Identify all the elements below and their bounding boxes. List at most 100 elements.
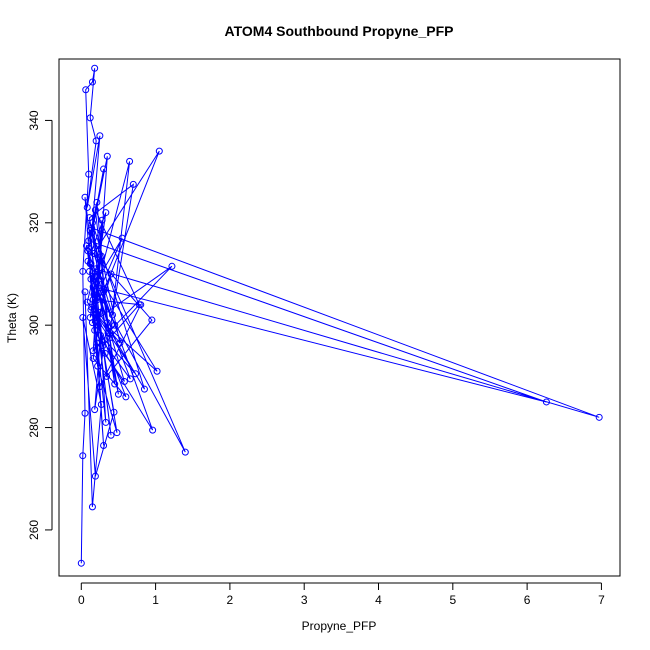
data-point (88, 503, 96, 511)
data-point (89, 296, 97, 304)
data-point (94, 362, 102, 370)
data-point (149, 426, 157, 434)
data-point (88, 303, 96, 311)
data-point (91, 265, 99, 273)
data-point (107, 431, 115, 439)
x-tick-label: 7 (598, 593, 605, 607)
data-point (100, 165, 108, 173)
data-point (97, 293, 105, 301)
data-point (126, 375, 134, 383)
data-point (81, 409, 89, 417)
data-point (79, 267, 87, 275)
data-point (111, 380, 119, 388)
data-point (104, 329, 112, 337)
x-tick-label: 3 (301, 593, 308, 607)
data-point (81, 193, 89, 201)
data-point (118, 234, 126, 242)
data-point (86, 260, 94, 268)
data-point (97, 252, 105, 260)
y-tick-label: 340 (27, 110, 41, 130)
data-point (91, 406, 99, 414)
data-point (137, 301, 145, 309)
data-point (87, 275, 95, 283)
data-point (122, 393, 130, 401)
data-point (89, 347, 97, 355)
data-point (96, 383, 104, 391)
data-point (88, 319, 96, 327)
data-point (107, 270, 115, 278)
data-point (100, 285, 108, 293)
x-tick-label: 4 (375, 593, 382, 607)
data-point (89, 283, 97, 291)
data-point (86, 226, 94, 234)
y-tick-label: 320 (27, 212, 41, 232)
data-point (168, 262, 176, 270)
data-point (93, 339, 101, 347)
chart-title: ATOM4 Southbound Propyne_PFP (225, 23, 454, 39)
x-tick-label: 6 (524, 593, 531, 607)
data-point (90, 250, 98, 258)
data-point (88, 78, 96, 86)
data-point (98, 216, 106, 224)
data-point (85, 170, 93, 178)
data-point (114, 390, 122, 398)
x-axis: 0 1 2 3 4 5 6 7 (78, 582, 605, 607)
data-point (153, 367, 161, 375)
data-point (155, 147, 163, 155)
series-layer (77, 64, 603, 567)
y-tick-label: 300 (27, 315, 41, 335)
data-point (595, 413, 603, 421)
x-axis-label: Propyne_PFP (302, 619, 377, 633)
y-tick-label: 280 (27, 417, 41, 437)
x-tick-label: 1 (152, 593, 159, 607)
data-point (82, 86, 90, 94)
data-point (89, 354, 97, 362)
data-point (116, 339, 124, 347)
data-point (82, 242, 90, 250)
y-axis: 260 280 300 320 340 (27, 110, 53, 540)
data-point (90, 290, 98, 298)
data-point (93, 198, 101, 206)
y-tick-label: 260 (27, 520, 41, 540)
data-point (96, 132, 104, 140)
data-point (92, 314, 100, 321)
data-point (148, 316, 156, 324)
data-point (97, 401, 105, 409)
data-point (110, 408, 118, 416)
data-point (100, 441, 108, 449)
x-tick-label: 5 (449, 593, 456, 607)
y-axis-label: Theta (K) (5, 293, 19, 343)
x-tick-label: 2 (227, 593, 234, 607)
data-point (103, 319, 111, 327)
data-point (181, 448, 189, 456)
data-point (77, 559, 85, 567)
data-point (105, 324, 113, 332)
data-point (83, 298, 91, 306)
data-point (85, 214, 93, 222)
data-point (111, 321, 119, 329)
data-point (106, 334, 114, 342)
series-line (80, 68, 600, 564)
data-point (86, 114, 94, 122)
data-point (542, 398, 550, 406)
data-point (95, 308, 103, 316)
data-point (84, 247, 92, 255)
data-point (91, 206, 99, 214)
data-point (97, 331, 105, 339)
data-point (81, 288, 89, 296)
data-point (102, 418, 110, 426)
x-tick-label: 0 (78, 593, 85, 607)
data-point (129, 180, 137, 188)
data-point (91, 64, 99, 72)
data-point (91, 326, 99, 334)
data-point (79, 314, 87, 321)
data-point (103, 152, 111, 160)
data-point (83, 203, 91, 211)
data-point (120, 377, 128, 385)
data-point (113, 429, 121, 437)
data-point (88, 219, 96, 227)
data-point (85, 267, 93, 275)
data-point (103, 372, 111, 380)
data-point (92, 137, 100, 145)
